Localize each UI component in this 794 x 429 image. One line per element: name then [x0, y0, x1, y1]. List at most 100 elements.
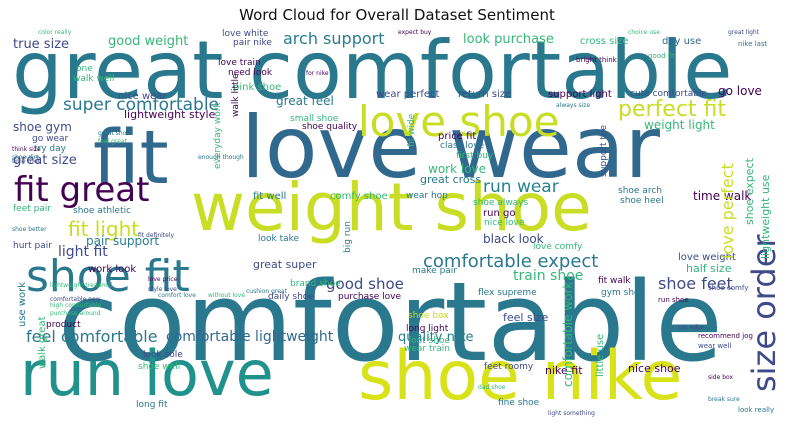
word-love-weight: love weight: [678, 252, 736, 263]
word-work-look: work look: [88, 264, 137, 275]
word-pink-shoe: pink shoe: [233, 82, 282, 93]
word-run-shoe: run shoe: [658, 296, 689, 304]
word-pair-support: pair support: [86, 234, 160, 248]
word-fit-light: fit light: [68, 217, 140, 241]
word-shoe-comfy: shoe comfy: [708, 284, 749, 292]
word-light-something: light something: [548, 410, 595, 417]
word-great-size: great size: [13, 153, 77, 168]
word-weight-light: weight light: [644, 118, 715, 132]
word-go-love: go love: [718, 84, 762, 98]
word-comfortable-big: comfortable: [58, 258, 723, 386]
word-support-toe: support toe: [599, 125, 609, 177]
word-pair-nike: pair nike: [233, 38, 272, 48]
word-time-walk: time walk: [693, 189, 752, 203]
word-bright-think: bright think: [576, 56, 617, 64]
word-shoe-quality: shoe quality: [302, 122, 358, 132]
word-nice-shoe: nice shoe: [628, 362, 681, 375]
word-break-sure: break sure: [708, 396, 740, 403]
word-shoe-fit: shoe fit: [26, 251, 190, 302]
word-feet-roomy: feet roomy: [484, 362, 534, 372]
word-fit: fit: [93, 115, 169, 201]
word-great-cross: great cross: [420, 173, 482, 186]
word-fit-great: fit great: [14, 170, 150, 210]
word-comfortable-lightweight: comfortable lightweight: [166, 329, 334, 345]
word-shoe-dirt: shoe dirt: [12, 154, 39, 161]
word-first-buy: first buy: [456, 151, 494, 161]
word-wear-train: wear train: [404, 344, 450, 354]
word-purchase-love: purchase love: [338, 292, 402, 302]
word-true-size: true size: [13, 37, 70, 52]
word-quality-nike: quality nike: [398, 330, 474, 345]
word-always-size: always size: [556, 102, 591, 109]
word-little-use: little use: [595, 333, 606, 377]
word-nike-last: nike last: [738, 40, 768, 48]
word-dad-shoe: dad shoe: [478, 384, 506, 391]
word-love-wear: love wear: [241, 98, 660, 198]
word-love-train: love train: [218, 58, 261, 68]
word-choice-use: choice use: [628, 29, 660, 36]
word-fit-definitely: fit definitely: [138, 232, 175, 239]
word-black-look: black look: [483, 232, 544, 246]
word-think-size: think size: [12, 146, 41, 153]
word-shoe-better: shoe better: [12, 226, 47, 233]
word-style-love: style love: [148, 286, 177, 293]
word-use-work: use work: [17, 281, 28, 327]
word-lightweight-use: lightweight use: [759, 174, 772, 259]
word-lightweight-treadmill: lightweight treadmill: [50, 282, 113, 289]
word-purchase-around: purchase around: [50, 310, 101, 317]
word-run-go: run go: [483, 208, 516, 219]
word-good-fit: good fit: [648, 52, 675, 60]
word-walk-well: walk well: [73, 74, 115, 84]
word-day-use: day use: [662, 36, 702, 47]
word-nice-love: nice love: [484, 218, 525, 228]
word-run-love: run love: [20, 337, 274, 410]
word-return-size: return size: [458, 89, 512, 100]
word-price-fit: price fit: [438, 131, 477, 142]
word-brand-shoe: brand shoe: [290, 279, 341, 289]
word-great-shoe: great shoe: [98, 130, 131, 137]
word-shoe-expect: shoe expect: [743, 158, 756, 225]
word-shoe-gym: shoe gym: [13, 120, 72, 134]
word-expect-buy: expect buy: [398, 29, 432, 36]
word-feel-comfortable: feel comfortable: [26, 327, 158, 346]
word-shoe-always: shoe always: [473, 198, 529, 208]
word-support-light: support light: [548, 89, 612, 100]
word-for-nike: for nike: [306, 70, 329, 77]
word-wear-perfect: wear perfect: [376, 89, 440, 100]
word-fit-walk: fit walk: [598, 276, 631, 286]
word-big-run: big run: [343, 221, 353, 253]
word-run-wear: run wear: [483, 177, 559, 197]
word-look-really: look really: [738, 406, 775, 414]
word-perfect-fit: perfect fit: [618, 97, 727, 122]
word-hurt-pair: hurt pair: [13, 241, 52, 251]
word-product: product: [46, 320, 81, 330]
word-gym-shoe: gym shoe: [601, 288, 646, 298]
word-cross-size: cross size: [580, 36, 629, 47]
word-time-tried: time tried: [12, 158, 42, 165]
word-shoe-well: shoe well: [138, 362, 181, 372]
word-long-light: long light: [406, 324, 449, 334]
word-feet-pair: feet pair: [13, 204, 52, 214]
word-cushion-great: cushion great: [246, 288, 287, 295]
word-great-comfortable: great comfortable: [12, 27, 733, 117]
word-love-comfy: love comfy: [533, 242, 583, 252]
word-shoe-arch: shoe arch: [618, 186, 662, 196]
word-fit-wide: fit wide: [407, 113, 417, 147]
word-daily-shoe: daily shoe: [268, 292, 314, 302]
word-without-love: without love: [208, 292, 246, 299]
word-great-feel: great feel: [276, 94, 334, 108]
word-great-super: great super: [253, 258, 317, 271]
word-look-take: look take: [258, 234, 300, 244]
word-cloud: comfortable great comfortable love wear …: [8, 27, 785, 423]
word-small-shoe: small shoe: [290, 114, 339, 124]
word-feel-great: feel great: [98, 138, 127, 145]
word-make-pair: make pair: [412, 266, 457, 276]
word-enough-though: enough though: [198, 154, 244, 161]
word-comfortable-work: comfortable work: [561, 281, 575, 387]
word-wear-hop: wear hop: [406, 191, 448, 201]
word-comfy-shoe: comfy shoe: [330, 191, 388, 202]
word-shoe-athletic: shoe athletic: [73, 206, 132, 216]
word-weight-shoe: weight shoe: [191, 169, 592, 246]
word-love-white: love white: [222, 29, 269, 39]
chart-title: Word Cloud for Overall Dataset Sentiment: [239, 6, 555, 24]
